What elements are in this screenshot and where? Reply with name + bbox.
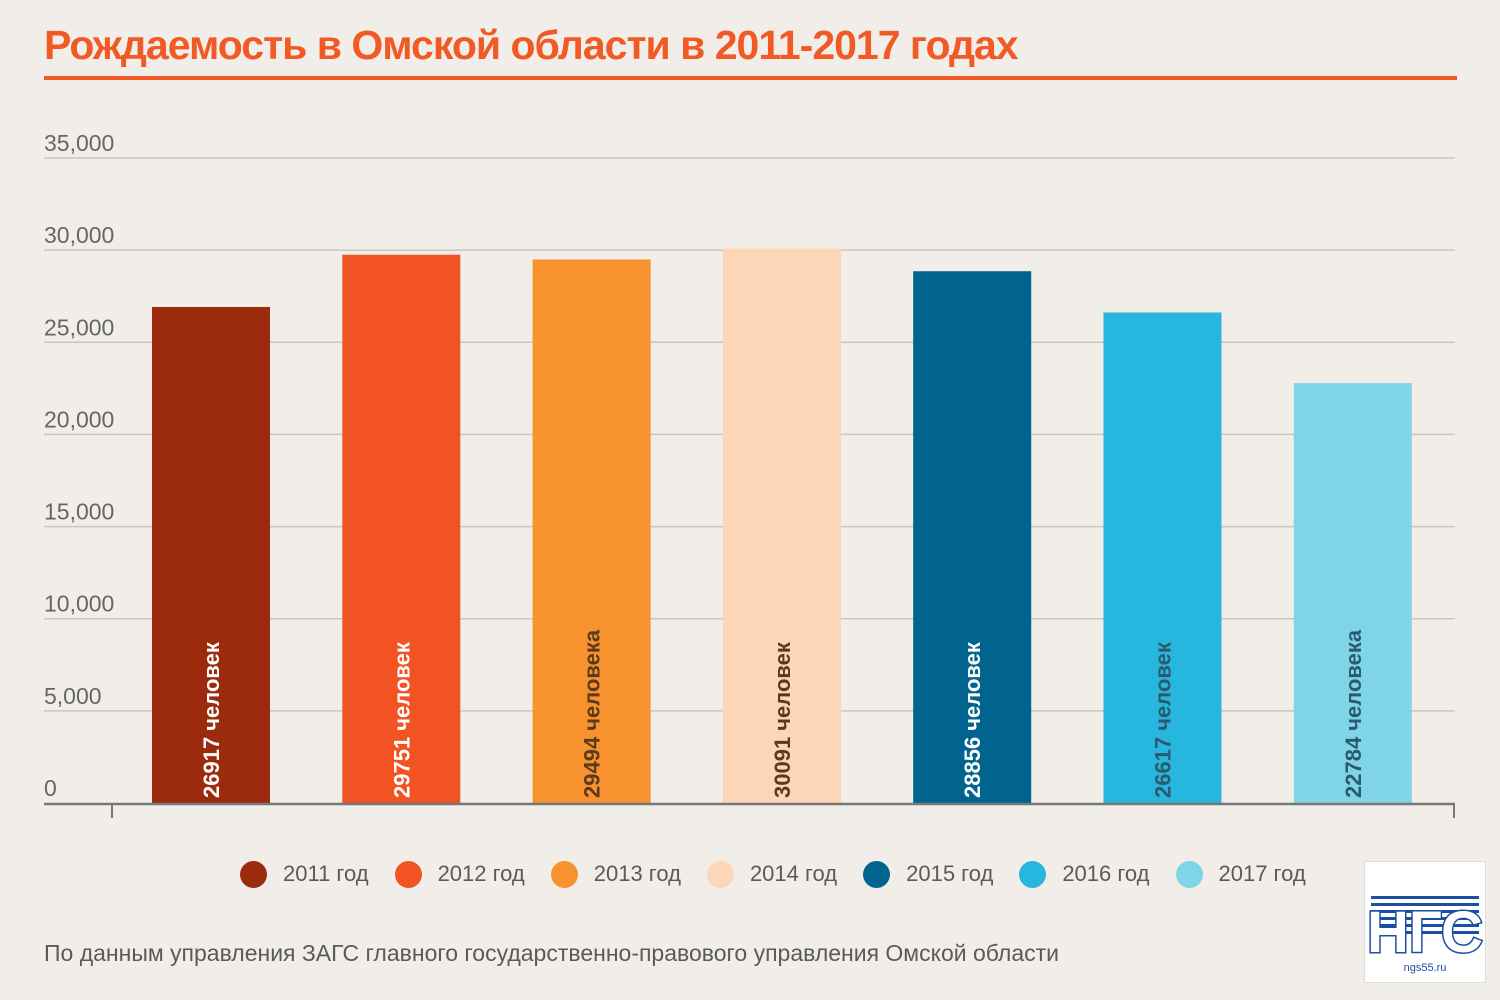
bar	[1293, 383, 1412, 803]
y-tick-label: 5,000	[44, 683, 102, 709]
ngs-logo-mark: НГС	[1366, 896, 1484, 962]
y-tick-label: 15,000	[44, 499, 114, 525]
legend-item-2014: 2014 год	[706, 860, 838, 888]
logo-site-url: ngs55.ru	[1403, 962, 1447, 974]
y-tick-label: 25,000	[44, 314, 114, 340]
legend-item-2011: 2011 год	[240, 860, 369, 888]
bar-chart: 0 5,000 10,000 15,000 20,000 25,000 30,000 35,0…	[44, 130, 1455, 818]
source-note: По данным управления ЗАГС главного госуд…	[44, 940, 1059, 966]
legend-item-2012: 2012 год	[394, 860, 525, 888]
legend-swatch	[394, 860, 422, 888]
legend-item-2017: 2017 год	[1175, 860, 1306, 888]
legend-swatch	[240, 860, 267, 888]
bar	[1103, 312, 1222, 803]
ngs-logo-text: НГС	[1367, 900, 1483, 962]
bar	[152, 306, 270, 803]
legend-label: 2016 год	[1062, 861, 1150, 886]
y-tick-label: 0	[44, 775, 57, 801]
legend-label: 2013 год	[593, 861, 681, 886]
bar-data-label: 29751 человек	[389, 641, 414, 798]
bar-data-label: 26917 человек	[199, 641, 224, 798]
bar-data-label: 28856 человек	[960, 641, 985, 798]
legend-label: 2017 год	[1218, 861, 1306, 886]
bar	[532, 259, 651, 803]
legend-item-2015: 2015 год	[863, 860, 994, 888]
bar-data-label: 29494 человека	[580, 629, 605, 798]
chart-title: Рождаемость в Омской области в 2011-2017…	[44, 22, 1019, 68]
legend-label: 2015 год	[906, 861, 994, 886]
legend-label: 2012 год	[437, 861, 525, 886]
y-tick-label: 20,000	[44, 406, 114, 432]
bar-data-label: 26617 человек	[1151, 641, 1176, 798]
legend-swatch	[550, 860, 578, 888]
bar	[722, 248, 841, 804]
bar-data-label: 22784 человека	[1341, 629, 1366, 798]
y-tick-label: 30,000	[44, 222, 114, 248]
legend-item-2013: 2013 год	[550, 860, 681, 888]
legend-item-2016: 2016 год	[1019, 860, 1150, 888]
legend-label: 2014 год	[749, 861, 838, 886]
bar	[342, 254, 461, 803]
legend-swatch	[1019, 860, 1047, 888]
title-underline	[44, 76, 1457, 80]
legend-label: 2011 год	[283, 861, 369, 886]
legend: 2011 год 2012 год 2013 год 2014 год 2015…	[240, 857, 1332, 891]
bar-data-label: 30091 человек	[770, 641, 795, 798]
legend-swatch	[863, 860, 891, 888]
legend-swatch	[1175, 860, 1203, 888]
y-tick-label: 10,000	[44, 591, 114, 617]
legend-swatch	[706, 860, 734, 888]
ngs-logo[interactable]: НГС ngs55.ru	[1364, 861, 1486, 983]
bar	[913, 271, 1032, 804]
y-tick-label: 35,000	[44, 130, 114, 156]
